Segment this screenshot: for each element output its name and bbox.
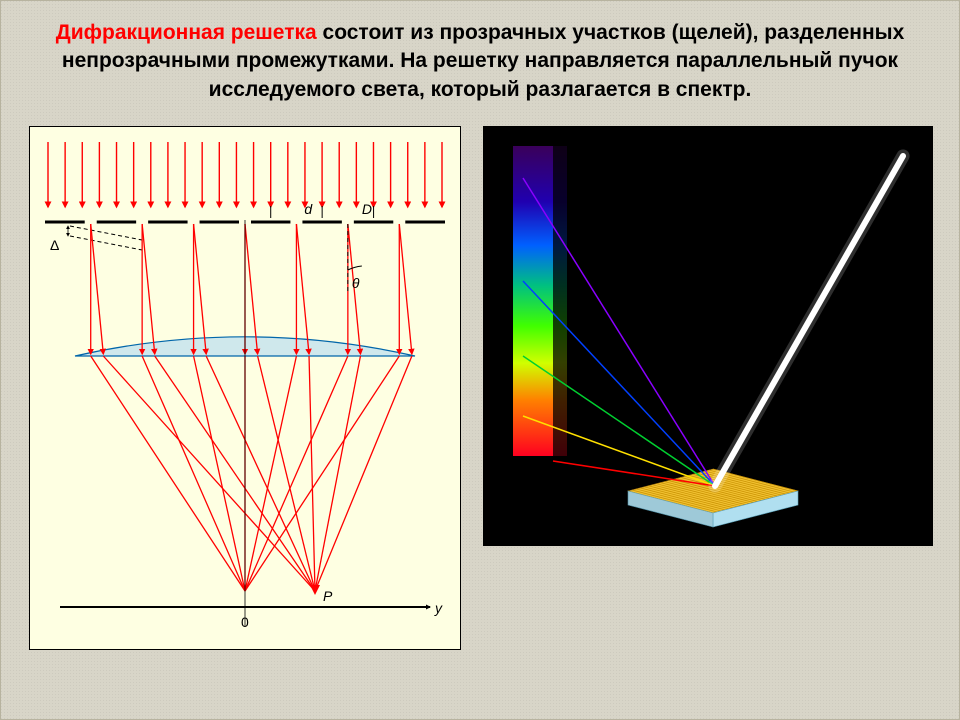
spectrum-dispersion-diagram	[483, 126, 933, 546]
right-diagram-svg	[483, 126, 933, 546]
left-diagram-svg: d D Δθ 0 y P	[30, 127, 460, 649]
svg-text:Δ: Δ	[50, 237, 59, 253]
svg-text:y: y	[434, 600, 443, 616]
svg-text:P: P	[323, 588, 333, 604]
svg-text:d: d	[304, 201, 313, 217]
caption-highlight: Дифракционная решетка	[56, 21, 317, 44]
svg-text:0: 0	[241, 614, 249, 630]
svg-text:D: D	[362, 201, 372, 217]
svg-text:θ: θ	[352, 275, 360, 291]
slide-caption: Дифракционная решетка состоит из прозрач…	[31, 19, 929, 104]
diffraction-grating-diagram: d D Δθ 0 y P	[29, 126, 461, 650]
